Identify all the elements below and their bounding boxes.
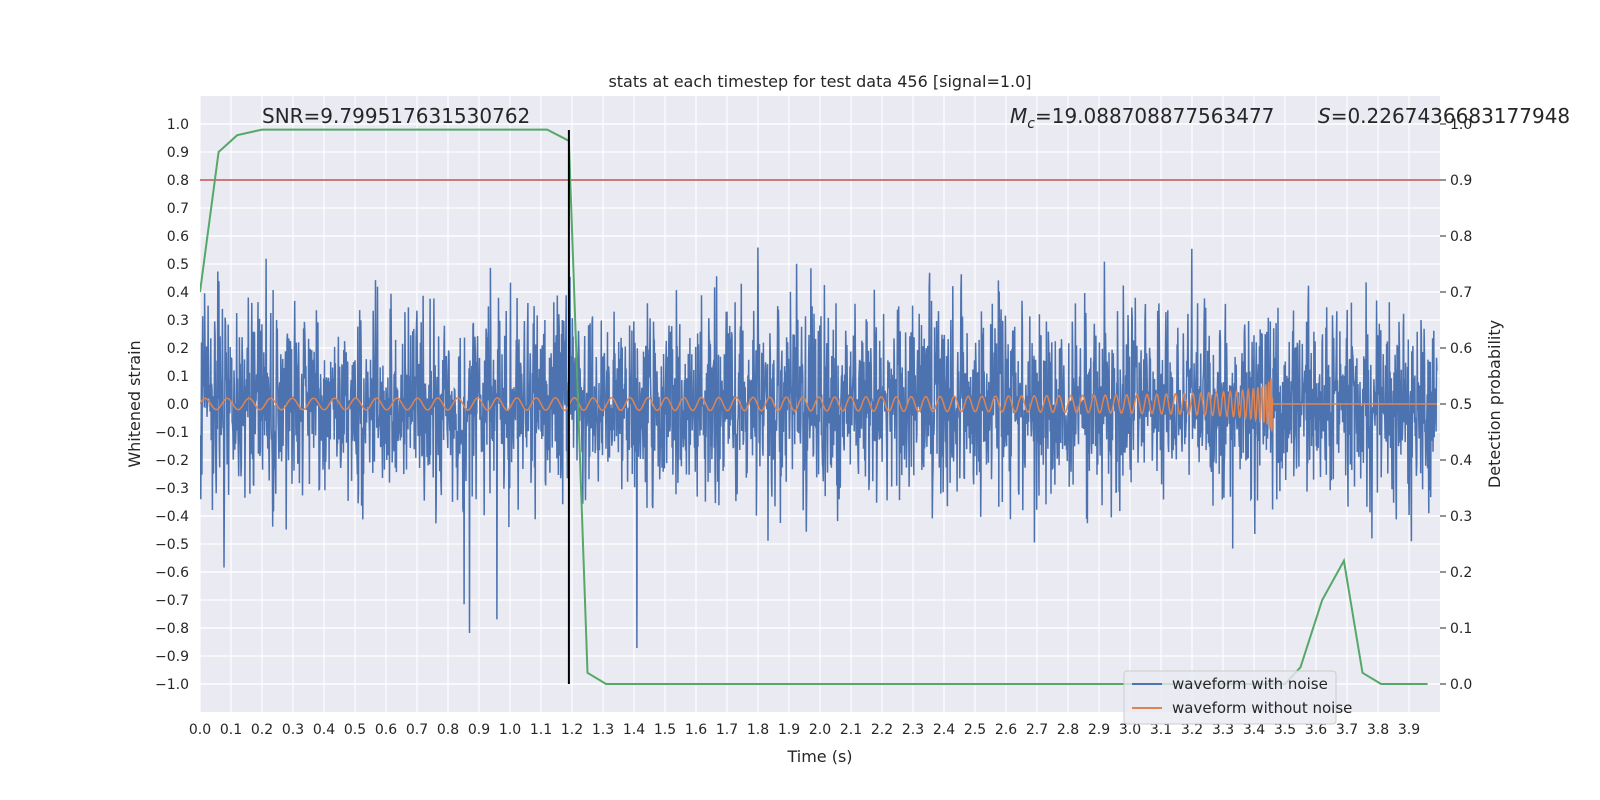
x-axis-label: Time (s): [786, 747, 852, 766]
x-tick-label: 2.9: [1088, 722, 1110, 738]
mc-value: =19.088708877563477: [1035, 104, 1274, 128]
x-tick-label: 2.1: [840, 722, 862, 738]
snr-annotation: SNR=9.799517631530762: [262, 104, 530, 128]
left-tick-label: −0.8: [155, 621, 189, 637]
x-tick-label: 3.2: [1181, 722, 1203, 738]
x-tick-label: 3.7: [1336, 722, 1358, 738]
right-tick-label: 0.5: [1450, 397, 1472, 413]
left-tick-label: −1.0: [155, 677, 189, 693]
detection-probability-line: [200, 128, 1428, 685]
right-tick-label: 0.1: [1450, 621, 1472, 637]
right-tick-label: 0.3: [1450, 509, 1472, 525]
x-tick-label: 3.8: [1367, 722, 1389, 738]
x-tick-label: 3.6: [1305, 722, 1327, 738]
x-tick-label: 1.5: [654, 722, 676, 738]
x-tick-label: 1.4: [623, 722, 645, 738]
right-axis-ticks: 1.0 0.9 0.8 0.7 0.6 0.5 0.4 0.3 0.2 0.1 0.0: [1440, 117, 1472, 693]
x-tick-label: 3.5: [1274, 722, 1296, 738]
legend-box: [1123, 670, 1337, 725]
x-tick-label: 0.3: [282, 722, 304, 738]
right-tick-label: 0.7: [1450, 285, 1472, 301]
left-tick-label: 0.0: [167, 397, 189, 413]
x-tick-label: 1.7: [716, 722, 738, 738]
x-tick-label: 2.5: [964, 722, 986, 738]
x-tick-label: 2.3: [902, 722, 924, 738]
x-tick-label: 3.1: [1150, 722, 1172, 738]
left-tick-label: −0.7: [155, 593, 189, 609]
mc-annotation: Mc=19.088708877563477: [1010, 104, 1274, 132]
x-tick-label: 0.9: [468, 722, 490, 738]
right-tick-label: 0.2: [1450, 565, 1472, 581]
left-axis-label: Whitened strain: [125, 340, 144, 467]
left-tick-label: 0.4: [167, 285, 189, 301]
left-tick-label: −0.4: [155, 509, 189, 525]
x-tick-label: 0.7: [406, 722, 428, 738]
left-tick-label: −0.9: [155, 649, 189, 665]
left-tick-label: 0.7: [167, 201, 189, 217]
x-tick-label: 2.8: [1057, 722, 1079, 738]
x-tick-label: 2.2: [871, 722, 893, 738]
left-tick-label: 0.3: [167, 313, 189, 329]
x-tick-label: 0.5: [344, 722, 366, 738]
right-tick-label: 0.4: [1450, 453, 1472, 469]
x-tick-label: 2.6: [995, 722, 1017, 738]
right-tick-label: 0.9: [1450, 173, 1472, 189]
x-tick-label: 1.1: [530, 722, 552, 738]
left-tick-label: −0.3: [155, 481, 189, 497]
x-tick-label: 0.6: [375, 722, 397, 738]
left-tick-label: 1.0: [167, 117, 189, 133]
s-value: =0.2267436683177948: [1331, 104, 1570, 128]
x-tick-label: 1.2: [561, 722, 583, 738]
x-tick-label: 2.0: [809, 722, 831, 738]
right-axis-label: Detection probability: [1485, 320, 1504, 488]
left-tick-label: 0.9: [167, 145, 189, 161]
x-tick-label: 2.4: [933, 722, 955, 738]
x-tick-label: 0.1: [220, 722, 242, 738]
x-tick-label: 3.4: [1243, 722, 1265, 738]
x-tick-label: 3.9: [1398, 722, 1420, 738]
x-axis-ticks: 0.0 0.1 0.2 0.3 0.4 0.5 0.6 0.7 0.8 0.9 1.0 1.1 1.2 1…: [189, 722, 1420, 738]
x-tick-label: 1.9: [778, 722, 800, 738]
clean-waveform-line: [200, 378, 1437, 432]
x-tick-label: 0.2: [251, 722, 273, 738]
left-axis-ticks: 1.0 0.9 0.8 0.7 0.6 0.5 0.4 0.3 0.2 0.1 0.0 −0.1 −0.…: [155, 117, 189, 693]
left-tick-label: −0.1: [155, 425, 189, 441]
x-tick-label: 0.8: [437, 722, 459, 738]
x-tick-label: 1.8: [747, 722, 769, 738]
left-tick-label: −0.2: [155, 453, 189, 469]
left-tick-label: 0.1: [167, 369, 189, 385]
x-tick-label: 1.0: [499, 722, 521, 738]
s-symbol: S: [1318, 104, 1331, 128]
right-tick-label: 0.0: [1450, 677, 1472, 693]
x-tick-label: 1.3: [592, 722, 614, 738]
left-tick-label: 0.8: [167, 173, 189, 189]
s-annotation: S=0.2267436683177948: [1318, 104, 1570, 128]
left-tick-label: −0.6: [155, 565, 189, 581]
chart-title: stats at each timestep for test data 456…: [608, 72, 1031, 91]
x-tick-label: 3.0: [1119, 722, 1141, 738]
legend-noise-label: waveform with noise: [1172, 675, 1328, 693]
x-tick-label: 3.3: [1212, 722, 1234, 738]
left-tick-label: 0.5: [167, 257, 189, 273]
legend-signal-label: waveform without noise: [1172, 699, 1352, 717]
left-tick-label: 0.2: [167, 341, 189, 357]
right-tick-label: 1.0: [1450, 117, 1472, 133]
mc-subscript: c: [1027, 116, 1035, 132]
noise-waveform-line: [200, 247, 1438, 649]
right-tick-label: 0.8: [1450, 229, 1472, 245]
x-tick-label: 0.4: [313, 722, 335, 738]
left-tick-label: 0.6: [167, 229, 189, 245]
x-tick-label: 0.0: [189, 722, 211, 738]
x-tick-label: 2.7: [1026, 722, 1048, 738]
legend: waveform with noise waveform without noi…: [1123, 670, 1352, 725]
mc-symbol: M: [1010, 104, 1027, 128]
x-tick-label: 1.6: [685, 722, 707, 738]
right-tick-label: 0.6: [1450, 341, 1472, 357]
left-tick-label: −0.5: [155, 537, 189, 553]
